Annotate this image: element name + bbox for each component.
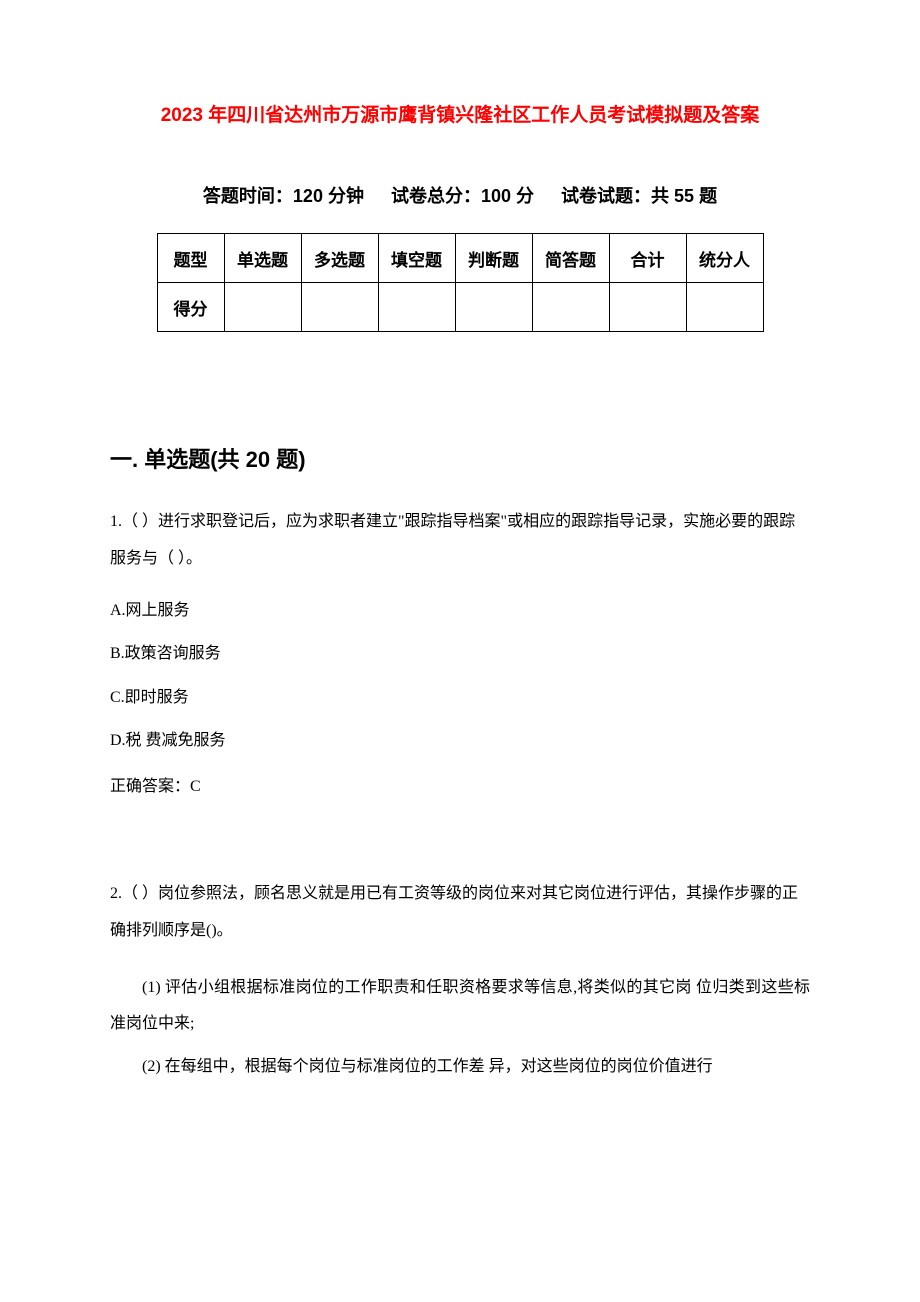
- document-page: 2023 年四川省达州市万源市鹰背镇兴隆社区工作人员考试模拟题及答案 答题时间：…: [0, 0, 920, 1302]
- question-2-sub1: (1) 评估小组根据标准岗位的工作职责和任职资格要求等信息,将类似的其它岗 位归…: [110, 970, 810, 1044]
- question-2-text: 2.（ ）岗位参照法，顾名思义就是用已有工资等级的岗位来对其它岗位进行评估，其操…: [110, 876, 810, 950]
- option-a: A.网上服务: [110, 598, 810, 624]
- header-cell-short: 简答题: [532, 234, 609, 283]
- question-1-options: A.网上服务 B.政策咨询服务 C.即时服务 D.税 费减免服务: [110, 598, 810, 754]
- question-2-sub2: (2) 在每组中，根据每个岗位与标准岗位的工作差 异，对这些岗位的岗位价值进行: [110, 1049, 810, 1086]
- option-b: B.政策咨询服务: [110, 641, 810, 667]
- table-row: 题型 单选题 多选题 填空题 判断题 简答题 合计 统分人: [157, 234, 763, 283]
- score-cell: [455, 283, 532, 332]
- document-title: 2023 年四川省达州市万源市鹰背镇兴隆社区工作人员考试模拟题及答案: [110, 100, 810, 127]
- question-count-label: 试卷试题：共 55 题: [561, 186, 717, 206]
- option-d: D.税 费减免服务: [110, 728, 810, 754]
- exam-meta-line: 答题时间：120 分钟 试卷总分：100 分 试卷试题：共 55 题: [110, 182, 810, 208]
- question-1-text: 1.（ ）进行求职登记后，应为求职者建立"跟踪指导档案"或相应的跟踪指导记录，实…: [110, 504, 810, 578]
- header-cell-total: 合计: [609, 234, 686, 283]
- score-cell: [686, 283, 763, 332]
- score-table: 题型 单选题 多选题 填空题 判断题 简答题 合计 统分人 得分: [157, 233, 764, 332]
- header-cell-multi: 多选题: [301, 234, 378, 283]
- header-cell-type: 题型: [157, 234, 224, 283]
- section-heading-single-choice: 一. 单选题(共 20 题): [110, 442, 810, 474]
- score-cell: [532, 283, 609, 332]
- time-limit-label: 答题时间：120 分钟: [203, 186, 364, 206]
- score-cell: [609, 283, 686, 332]
- score-row-label: 得分: [157, 283, 224, 332]
- table-row: 得分: [157, 283, 763, 332]
- header-cell-scorer: 统分人: [686, 234, 763, 283]
- header-cell-judge: 判断题: [455, 234, 532, 283]
- question-1-answer: 正确答案：C: [110, 772, 810, 796]
- score-cell: [224, 283, 301, 332]
- score-cell: [378, 283, 455, 332]
- score-cell: [301, 283, 378, 332]
- header-cell-fill: 填空题: [378, 234, 455, 283]
- header-cell-single: 单选题: [224, 234, 301, 283]
- option-c: C.即时服务: [110, 685, 810, 711]
- total-score-label: 试卷总分：100 分: [391, 186, 534, 206]
